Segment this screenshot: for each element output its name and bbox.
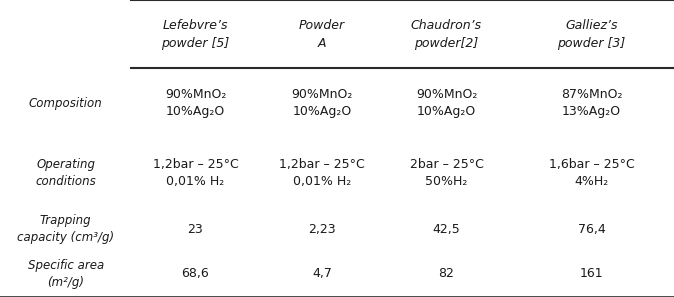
Text: 87%MnO₂
13%Ag₂O: 87%MnO₂ 13%Ag₂O <box>561 88 622 118</box>
Text: 2,23: 2,23 <box>308 223 336 236</box>
Text: 23: 23 <box>187 223 204 236</box>
Text: Operating
conditions: Operating conditions <box>35 158 96 188</box>
Text: 42,5: 42,5 <box>433 223 460 236</box>
Text: 1,2bar – 25°C
0,01% H₂: 1,2bar – 25°C 0,01% H₂ <box>279 158 365 188</box>
Text: Lefebvre’s
powder [5]: Lefebvre’s powder [5] <box>161 19 230 50</box>
Text: Powder
A: Powder A <box>299 19 345 50</box>
Text: Galliez’s
powder [3]: Galliez’s powder [3] <box>557 19 625 50</box>
Text: 90%MnO₂
10%Ag₂O: 90%MnO₂ 10%Ag₂O <box>291 88 353 118</box>
Text: 82: 82 <box>439 268 454 280</box>
Text: 68,6: 68,6 <box>181 268 210 280</box>
Text: Composition: Composition <box>29 97 102 110</box>
Text: 1,2bar – 25°C
0,01% H₂: 1,2bar – 25°C 0,01% H₂ <box>152 158 239 188</box>
Text: 90%MnO₂
10%Ag₂O: 90%MnO₂ 10%Ag₂O <box>416 88 477 118</box>
Text: 76,4: 76,4 <box>578 223 605 236</box>
Text: 2bar – 25°C
50%H₂: 2bar – 25°C 50%H₂ <box>410 158 483 188</box>
Text: 4,7: 4,7 <box>312 268 332 280</box>
Text: Chaudron’s
powder[2]: Chaudron’s powder[2] <box>411 19 482 50</box>
Text: 90%MnO₂
10%Ag₂O: 90%MnO₂ 10%Ag₂O <box>164 88 226 118</box>
Text: Trapping
capacity (cm³/g): Trapping capacity (cm³/g) <box>17 214 115 244</box>
Text: 161: 161 <box>580 268 603 280</box>
Text: 1,6bar – 25°C
4%H₂: 1,6bar – 25°C 4%H₂ <box>549 158 634 188</box>
Text: Specific area
(m²/g): Specific area (m²/g) <box>28 259 104 289</box>
